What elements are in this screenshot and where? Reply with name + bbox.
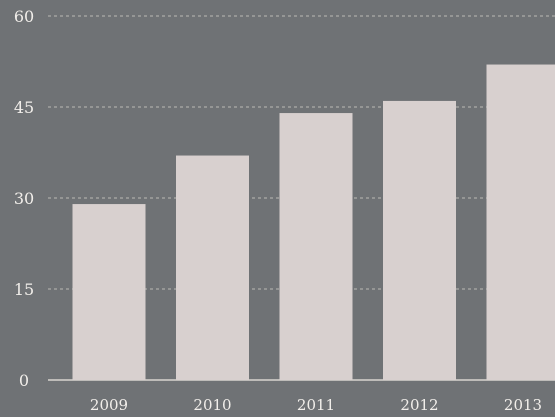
bar-2013 xyxy=(486,64,555,381)
x-tick-label-2009: 2009 xyxy=(90,396,128,414)
x-tick-label-2011: 2011 xyxy=(297,396,335,414)
y-tick-label-45: 45 xyxy=(14,98,34,117)
bars xyxy=(72,64,555,381)
x-tick-label-2012: 2012 xyxy=(400,396,438,414)
bar-2011 xyxy=(279,113,353,381)
bar-2009 xyxy=(72,204,146,380)
y-axis-ticks: 0 15 30 45 60 xyxy=(14,7,34,390)
x-tick-label-2013: 2013 xyxy=(504,396,542,414)
y-tick-label-30: 30 xyxy=(14,189,34,208)
x-axis-ticks: 2009 2010 2011 2012 2013 xyxy=(90,396,542,414)
y-tick-label-15: 15 xyxy=(14,280,34,299)
bar-2010 xyxy=(176,155,249,380)
x-tick-label-2010: 2010 xyxy=(193,396,231,414)
bar-2012 xyxy=(383,100,456,380)
y-tick-label-60: 60 xyxy=(14,7,34,26)
y-tick-label-0: 0 xyxy=(19,371,29,390)
